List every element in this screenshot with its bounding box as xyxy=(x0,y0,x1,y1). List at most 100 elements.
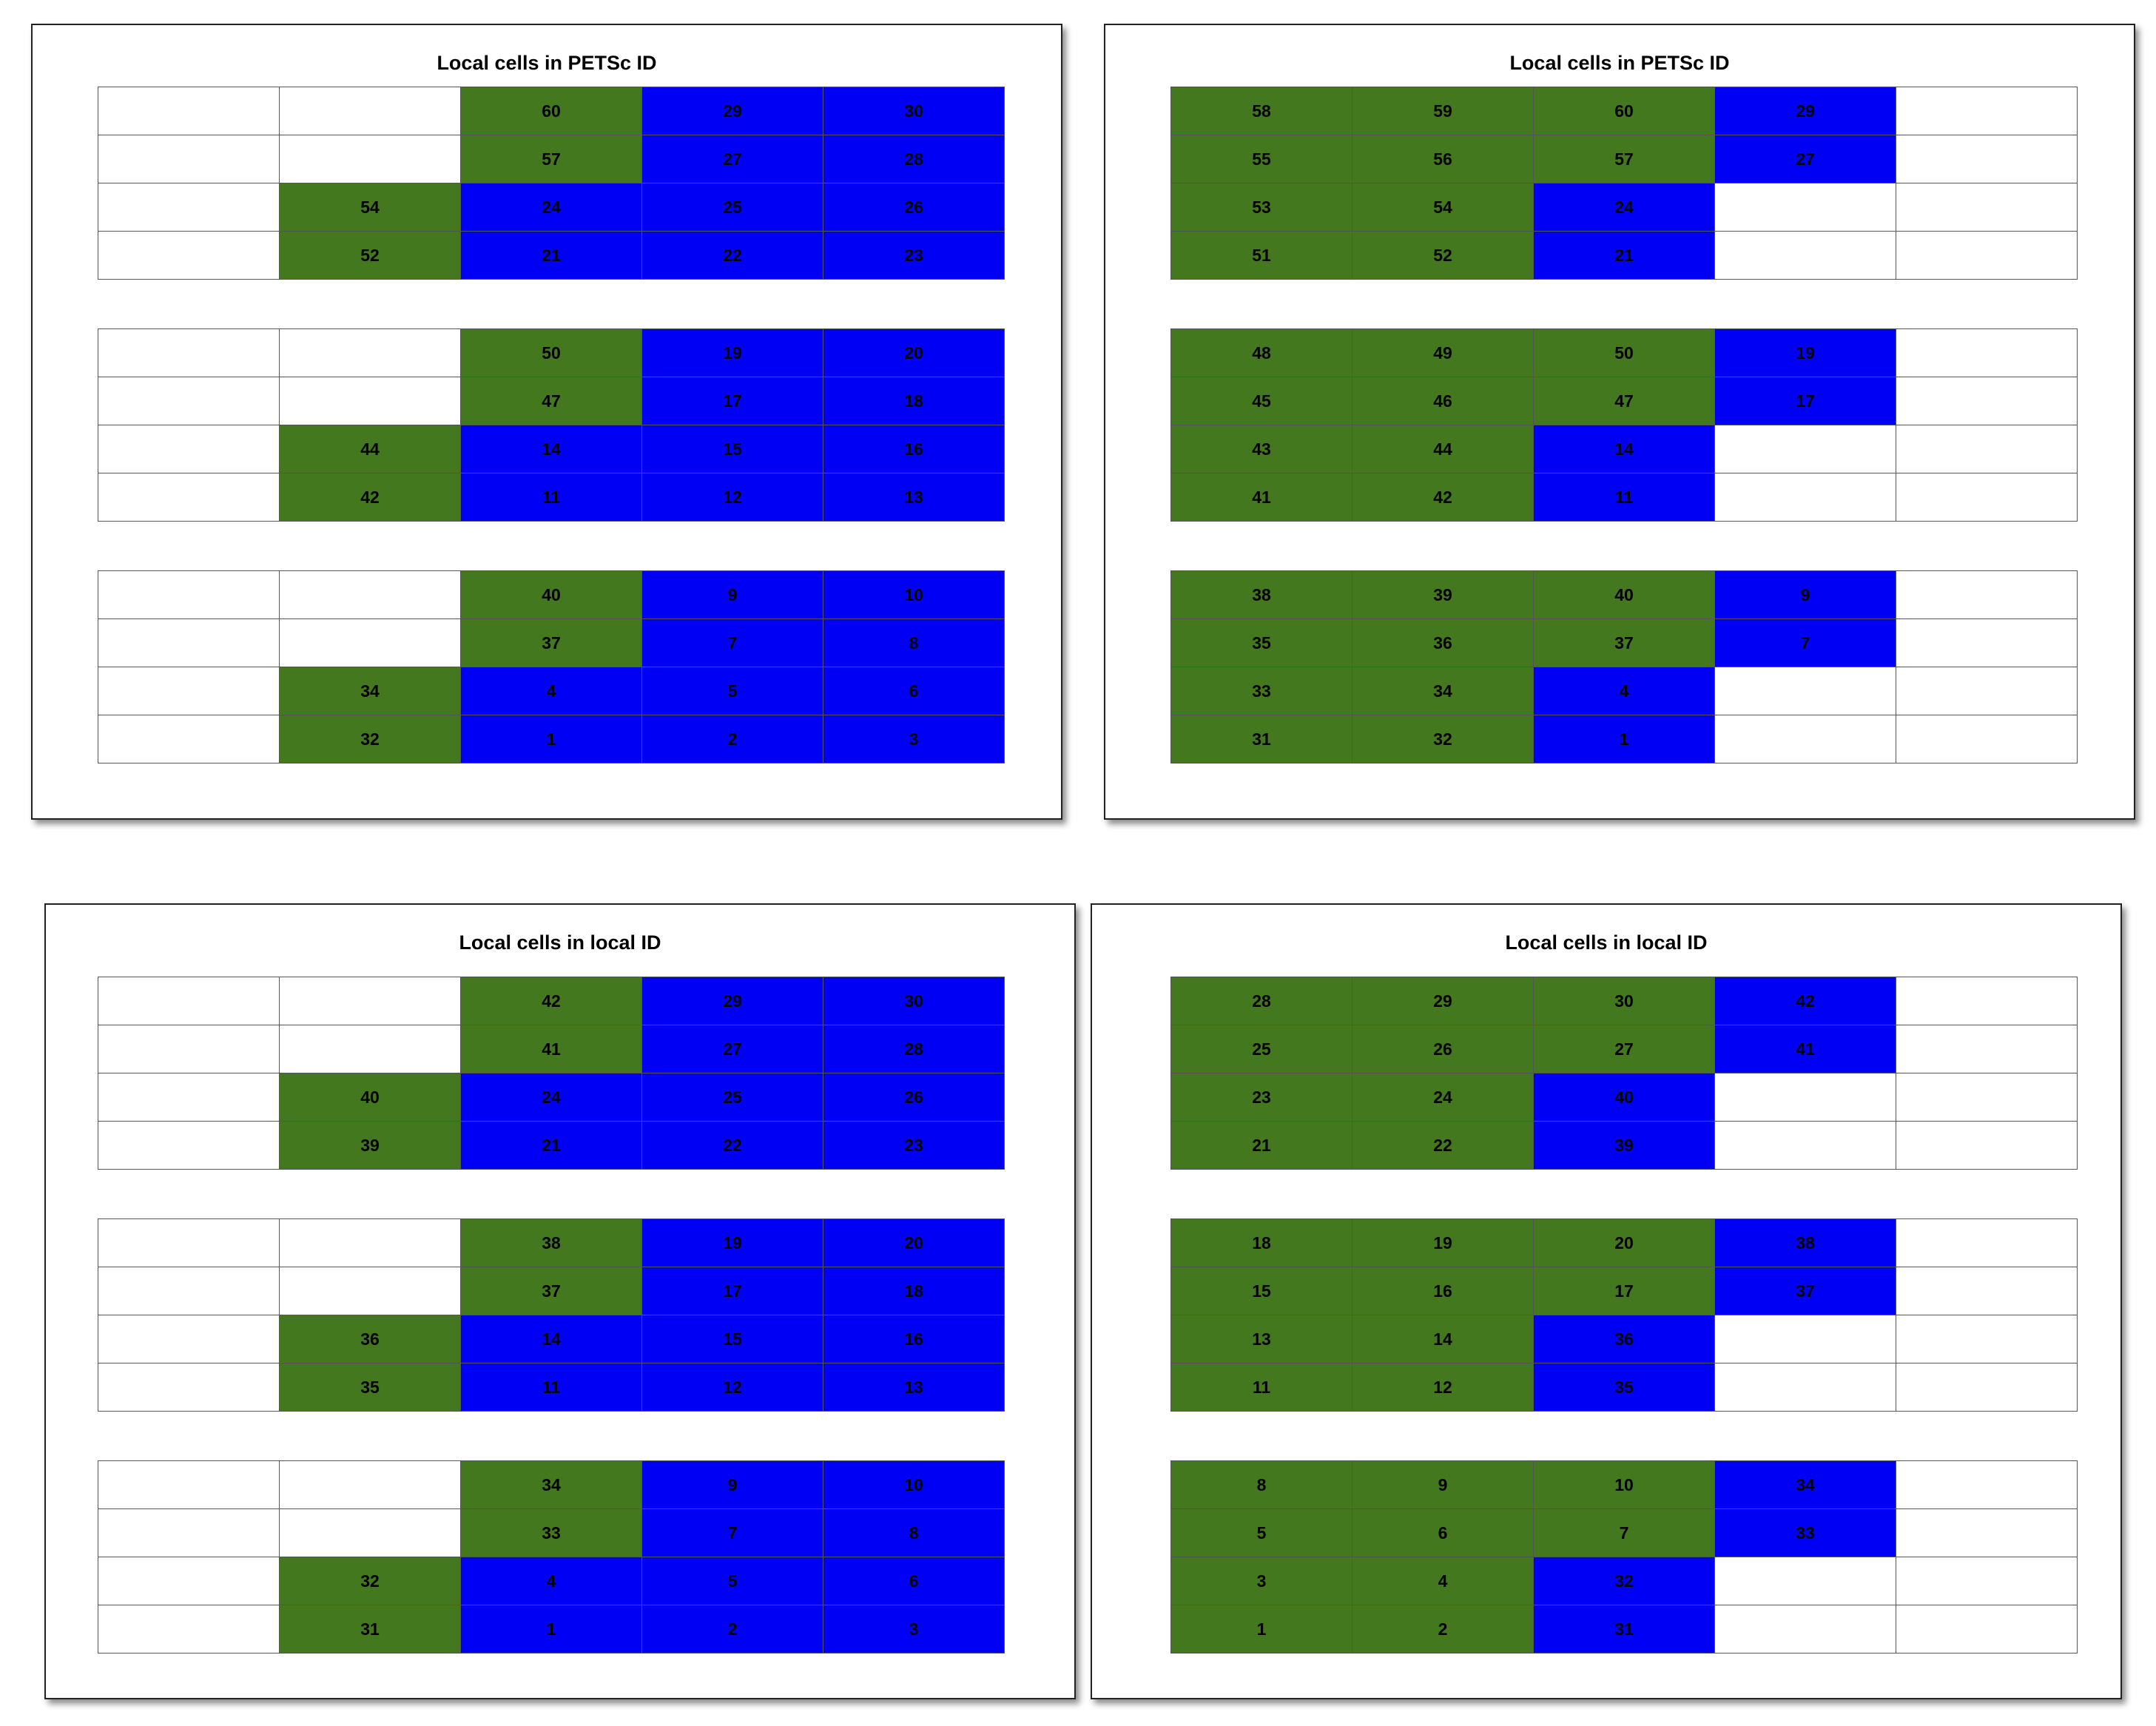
cell-blue: 19 xyxy=(641,1218,823,1267)
cell-green: 60 xyxy=(460,87,642,135)
cell-empty xyxy=(279,1508,461,1557)
cell-empty xyxy=(98,1218,280,1267)
cell-blue: 36 xyxy=(1533,1315,1715,1363)
cell-blue: 19 xyxy=(1714,328,1896,377)
cell-blue: 29 xyxy=(641,977,823,1025)
cell-green: 46 xyxy=(1352,377,1534,425)
cell-green: 42 xyxy=(279,473,461,522)
cell-green: 19 xyxy=(1352,1218,1534,1267)
panel-title: Local cells in local ID xyxy=(459,931,661,954)
cell-empty xyxy=(1896,473,2078,522)
cell-blue: 32 xyxy=(1533,1557,1715,1605)
cell-green: 17 xyxy=(1533,1267,1715,1315)
cell-green: 56 xyxy=(1352,135,1534,183)
cell-blue: 10 xyxy=(823,570,1005,619)
panel-title: Local cells in PETSc ID xyxy=(437,52,657,74)
cell-green: 31 xyxy=(1170,715,1352,763)
cell-blue: 7 xyxy=(1714,618,1896,667)
cell-green: 52 xyxy=(279,231,461,280)
cell-blue: 6 xyxy=(823,1557,1005,1605)
cell-green: 36 xyxy=(279,1315,461,1363)
cell-blue: 9 xyxy=(1714,570,1896,619)
cell-empty xyxy=(1714,715,1896,763)
cell-green: 57 xyxy=(460,135,642,183)
cell-blue: 29 xyxy=(641,87,823,135)
cell-empty xyxy=(1714,1073,1896,1122)
cell-empty xyxy=(1896,135,2078,183)
cell-green: 50 xyxy=(460,328,642,377)
cell-empty xyxy=(1896,425,2078,473)
cell-green: 32 xyxy=(279,1557,461,1605)
cell-empty xyxy=(1896,977,2078,1025)
cell-green: 50 xyxy=(1533,328,1715,377)
cell-green: 40 xyxy=(460,570,642,619)
cell-empty xyxy=(1714,183,1896,232)
cell-blue: 11 xyxy=(1533,473,1715,522)
cell-empty xyxy=(1896,87,2078,135)
cell-green: 5 xyxy=(1170,1508,1352,1557)
cell-empty xyxy=(98,377,280,425)
cell-green: 31 xyxy=(279,1605,461,1653)
cell-green: 13 xyxy=(1170,1315,1352,1363)
cell-blue: 12 xyxy=(641,473,823,522)
cell-green: 37 xyxy=(460,1267,642,1315)
cell-blue: 27 xyxy=(641,135,823,183)
cell-blue: 27 xyxy=(641,1025,823,1073)
cell-empty xyxy=(1896,715,2078,763)
cell-green: 16 xyxy=(1352,1267,1534,1315)
cell-green: 38 xyxy=(1170,570,1352,619)
cell-blue: 34 xyxy=(1714,1460,1896,1509)
cell-green: 59 xyxy=(1352,87,1534,135)
cell-empty xyxy=(1714,473,1896,522)
cell-blue: 17 xyxy=(641,377,823,425)
cell-blue: 14 xyxy=(1533,425,1715,473)
cell-empty xyxy=(98,618,280,667)
cell-blue: 9 xyxy=(641,570,823,619)
cell-green: 42 xyxy=(1352,473,1534,522)
cell-blue: 15 xyxy=(641,1315,823,1363)
cell-blue: 3 xyxy=(823,715,1005,763)
cell-empty xyxy=(279,1025,461,1073)
cell-green: 44 xyxy=(279,425,461,473)
cell-blue: 39 xyxy=(1533,1121,1715,1170)
cell-blue: 28 xyxy=(823,1025,1005,1073)
cell-blue: 25 xyxy=(641,183,823,232)
cell-blue: 30 xyxy=(823,87,1005,135)
cell-blue: 10 xyxy=(823,1460,1005,1509)
cell-block: 18 19 20 38 15 16 17 37 13 14 36 11 12 35 xyxy=(1170,1218,2078,1412)
cell-empty xyxy=(1896,328,2078,377)
cell-empty xyxy=(1896,377,2078,425)
cell-blue: 21 xyxy=(460,1121,642,1170)
cell-blue: 1 xyxy=(460,1605,642,1653)
cell-green: 26 xyxy=(1352,1025,1534,1073)
cell-blue: 38 xyxy=(1714,1218,1896,1267)
cell-blue: 1 xyxy=(460,715,642,763)
cell-blue: 8 xyxy=(823,1508,1005,1557)
cell-green: 47 xyxy=(460,377,642,425)
cell-green: 15 xyxy=(1170,1267,1352,1315)
cell-green: 11 xyxy=(1170,1363,1352,1412)
cell-empty xyxy=(279,328,461,377)
cell-empty xyxy=(98,1557,280,1605)
cell-empty xyxy=(98,715,280,763)
cell-empty xyxy=(1896,1218,2078,1267)
cell-green: 34 xyxy=(1352,667,1534,715)
cell-blue: 42 xyxy=(1714,977,1896,1025)
cell-green: 57 xyxy=(1533,135,1715,183)
cell-blue: 13 xyxy=(823,473,1005,522)
cell-green: 2 xyxy=(1352,1605,1534,1653)
cell-blue: 12 xyxy=(641,1363,823,1412)
cell-blue: 29 xyxy=(1714,87,1896,135)
cell-empty xyxy=(98,183,280,232)
cell-blue: 4 xyxy=(460,667,642,715)
cell-green: 35 xyxy=(279,1363,461,1412)
cell-empty xyxy=(98,977,280,1025)
cell-block: 48 49 50 19 45 46 47 17 43 44 14 41 42 11 xyxy=(1170,328,2078,522)
panel-title: Local cells in PETSc ID xyxy=(1509,52,1730,74)
cell-empty xyxy=(98,1315,280,1363)
cell-blue: 21 xyxy=(460,231,642,280)
cell-empty xyxy=(98,1460,280,1509)
cell-blue: 7 xyxy=(641,1508,823,1557)
cell-empty xyxy=(279,87,461,135)
cell-green: 22 xyxy=(1352,1121,1534,1170)
